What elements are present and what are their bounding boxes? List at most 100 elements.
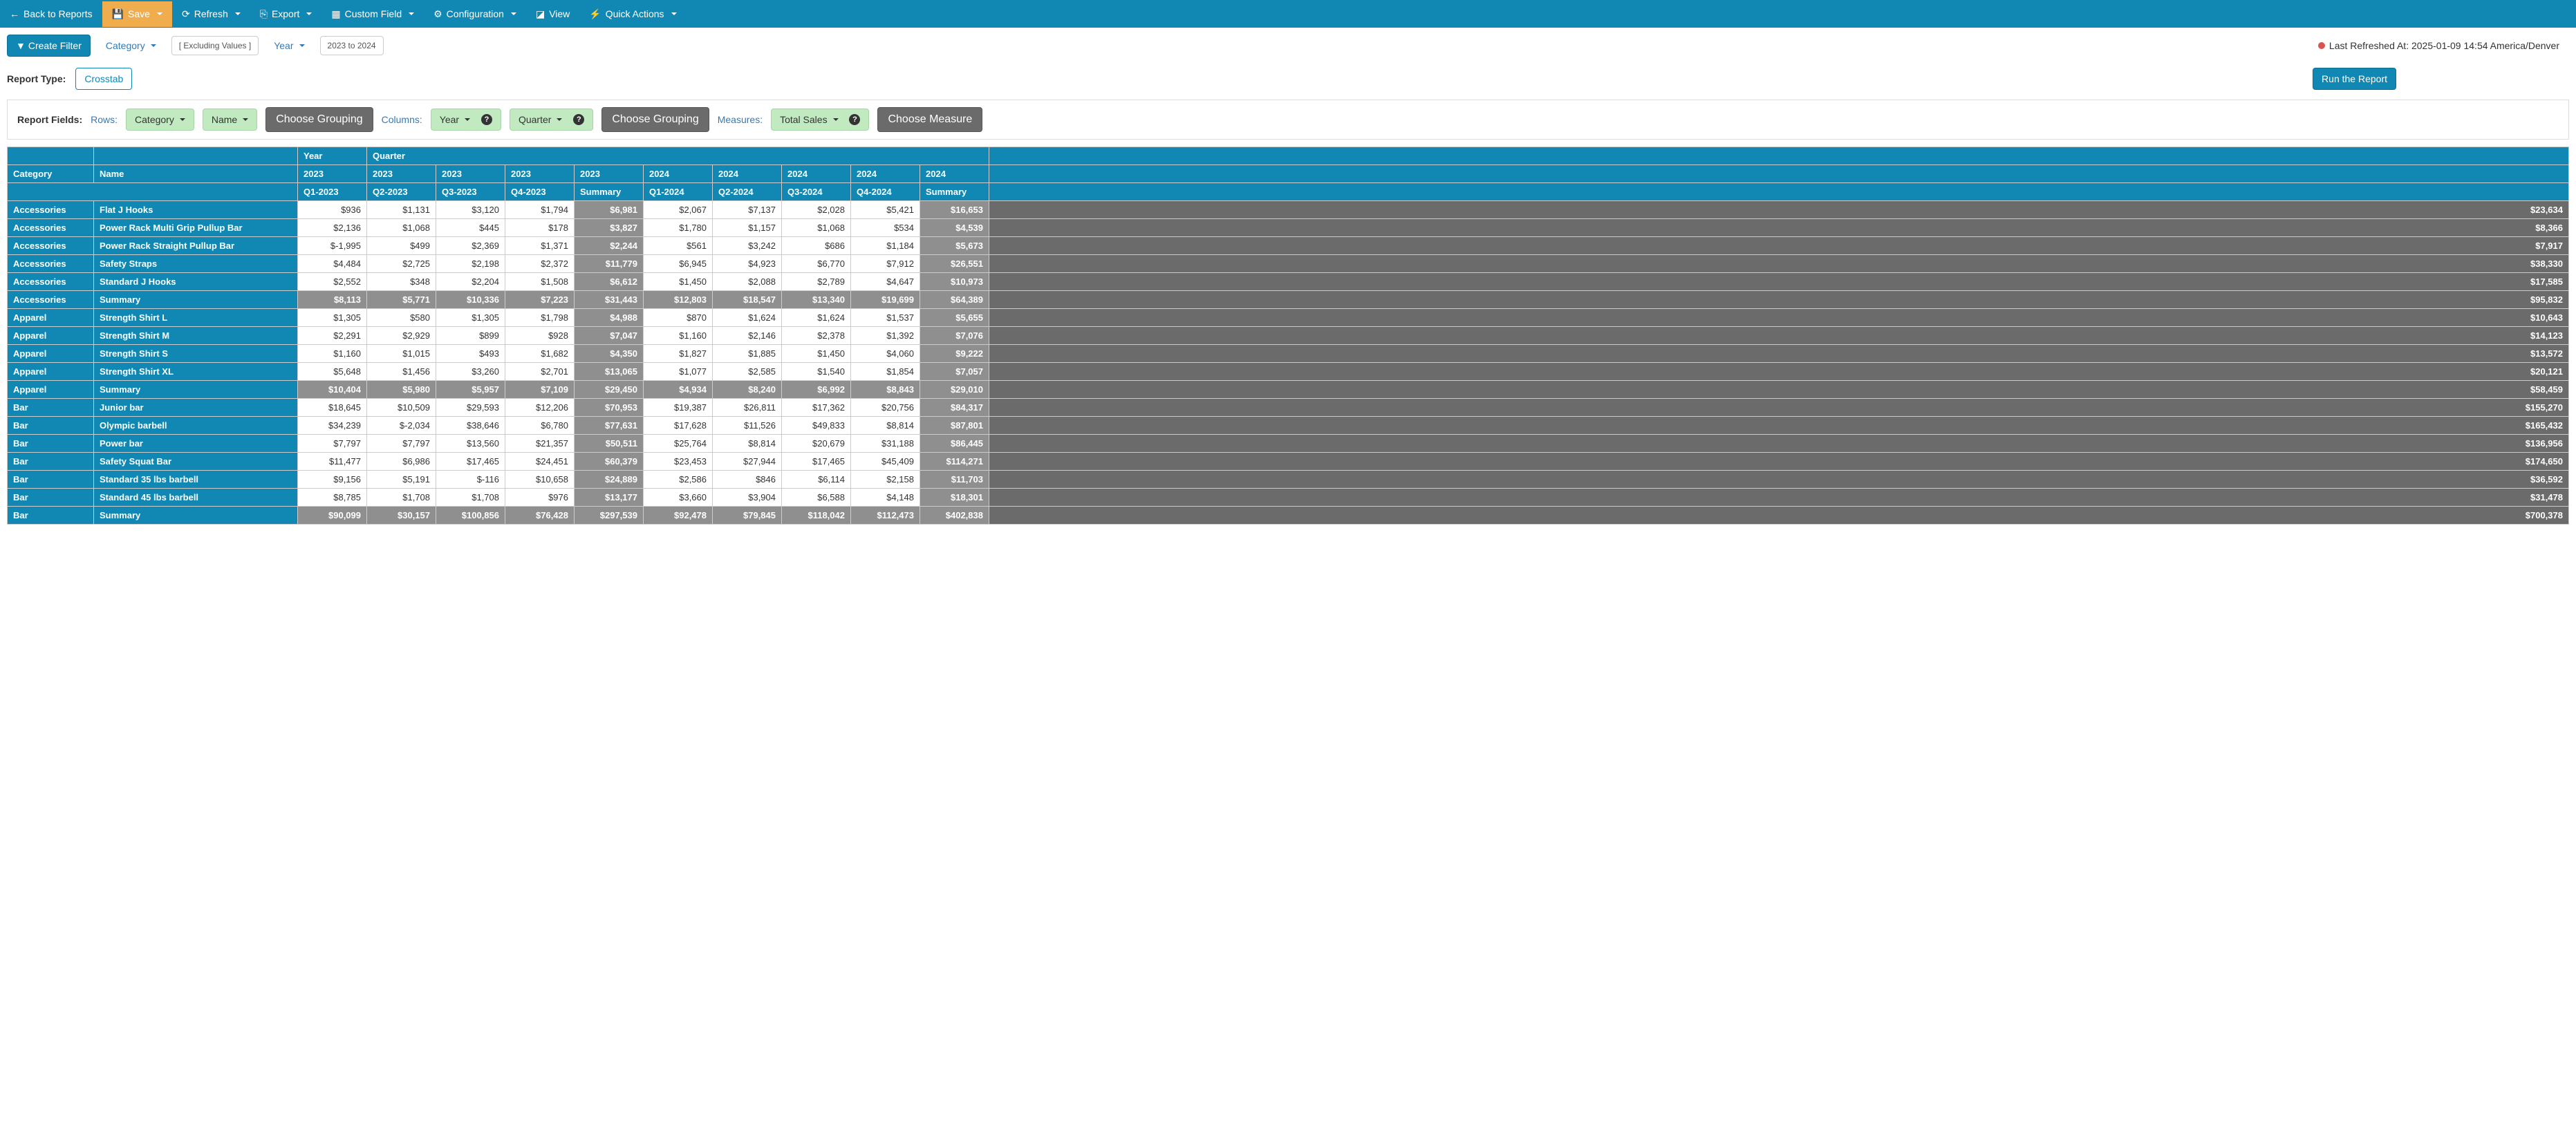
cell-value: $92,478 [644,507,713,525]
cell-value: $29,450 [575,381,644,399]
cell-category: Bar [8,399,94,417]
cell-value: $8,814 [713,435,782,453]
create-filter-button[interactable]: ▼Create Filter [7,35,91,57]
header-year-value: 2024 [920,165,989,183]
header-year-value: 2024 [644,165,713,183]
cell-value: $1,624 [713,309,782,327]
cell-value: $112,473 [851,507,920,525]
header-quarter-value: Q1-2023 [298,183,367,201]
cell-name: Summary [94,507,298,525]
cell-value: $86,445 [920,435,989,453]
cell-value: $2,586 [644,471,713,489]
cell-name: Power Rack Straight Pullup Bar [94,237,298,255]
export-button[interactable]: ⎘Export [250,1,322,27]
year-range-button[interactable]: 2023 to 2024 [320,36,384,55]
cell-value: $-1,995 [298,237,367,255]
view-button[interactable]: ◪View [526,1,579,27]
cell-value: $50,511 [575,435,644,453]
cell-value: $7,076 [920,327,989,345]
help-icon[interactable]: ? [481,114,492,125]
cell-value: $1,068 [367,219,436,237]
cell-value: $6,986 [367,453,436,471]
cell-grand-total: $155,270 [989,399,2569,417]
cell-value: $2,585 [713,363,782,381]
row-field-name[interactable]: Name [203,109,257,131]
cell-value: $3,242 [713,237,782,255]
cell-value: $6,981 [575,201,644,219]
cell-value: $1,854 [851,363,920,381]
configuration-button[interactable]: ⚙Configuration [424,1,526,27]
cell-value: $1,450 [782,345,851,363]
cell-value: $12,206 [505,399,575,417]
cell-value: $-2,034 [367,417,436,435]
cell-value: $1,537 [851,309,920,327]
choose-column-grouping-button[interactable]: Choose Grouping [601,107,709,132]
caret-icon [671,12,677,15]
cell-value: $8,113 [298,291,367,309]
measure-total-sales[interactable]: Total Sales ? [771,109,869,131]
cell-grand-total: $20,121 [989,363,2569,381]
cell-value: $5,191 [367,471,436,489]
caret-icon [409,12,414,15]
cell-value: $4,539 [920,219,989,237]
save-button[interactable]: 💾Save [102,1,172,27]
cell-value: $27,944 [713,453,782,471]
help-icon[interactable]: ? [849,114,860,125]
header-quarter-value: Q4-2023 [505,183,575,201]
run-report-button[interactable]: Run the Report [2313,68,2396,90]
cell-value: $1,708 [436,489,505,507]
refresh-button[interactable]: ⟳Refresh [172,1,250,27]
cell-category: Accessories [8,201,94,219]
cell-name: Junior bar [94,399,298,417]
cell-grand-total: $8,366 [989,219,2569,237]
caret-icon [235,12,241,15]
cell-value: $19,699 [851,291,920,309]
header-year-value: 2023 [505,165,575,183]
cell-value: $534 [851,219,920,237]
columns-label: Columns: [382,114,422,125]
cell-value: $1,392 [851,327,920,345]
choose-row-grouping-button[interactable]: Choose Grouping [265,107,373,132]
custom-field-button[interactable]: ▦Custom Field [321,1,424,27]
cell-value: $1,885 [713,345,782,363]
cell-value: $3,904 [713,489,782,507]
cell-value: $31,188 [851,435,920,453]
filter-category-dropdown[interactable]: Category [97,35,165,56]
back-to-reports-button[interactable]: ←Back to Reports [0,1,102,26]
cell-value: $34,239 [298,417,367,435]
cell-value: $24,451 [505,453,575,471]
cell-name: Summary [94,291,298,309]
excluding-values-button[interactable]: [ Excluding Values ] [171,36,259,55]
cell-value: $12,803 [644,291,713,309]
cell-value: $7,797 [298,435,367,453]
help-icon[interactable]: ? [573,114,584,125]
header-year-value: 2023 [436,165,505,183]
cell-value: $3,260 [436,363,505,381]
quick-actions-button[interactable]: ⚡Quick Actions [579,1,686,27]
report-type-value[interactable]: Crosstab [75,68,132,90]
cell-value: $6,945 [644,255,713,273]
filter-year-dropdown[interactable]: Year [265,35,312,56]
cell-grand-total: $17,585 [989,273,2569,291]
cell-category: Apparel [8,345,94,363]
choose-measure-button[interactable]: Choose Measure [877,107,982,132]
cell-grand-total: $136,956 [989,435,2569,453]
column-field-year[interactable]: Year ? [431,109,501,131]
cell-value: $19,387 [644,399,713,417]
cell-value: $6,992 [782,381,851,399]
rows-label: Rows: [91,114,118,125]
cell-value: $2,088 [713,273,782,291]
caret-icon [833,118,839,121]
header-quarter-value: Summary [920,183,989,201]
cell-value: $7,047 [575,327,644,345]
row-field-category[interactable]: Category [126,109,194,131]
caret-icon [151,44,156,47]
cell-value: $17,465 [436,453,505,471]
cell-value: $7,109 [505,381,575,399]
cell-value: $10,973 [920,273,989,291]
header-blank [989,165,2569,183]
last-refreshed-label: Last Refreshed At: 2025-01-09 14:54 Amer… [2318,40,2569,51]
cell-value: $5,771 [367,291,436,309]
column-field-quarter[interactable]: Quarter ? [510,109,593,131]
cell-value: $77,631 [575,417,644,435]
